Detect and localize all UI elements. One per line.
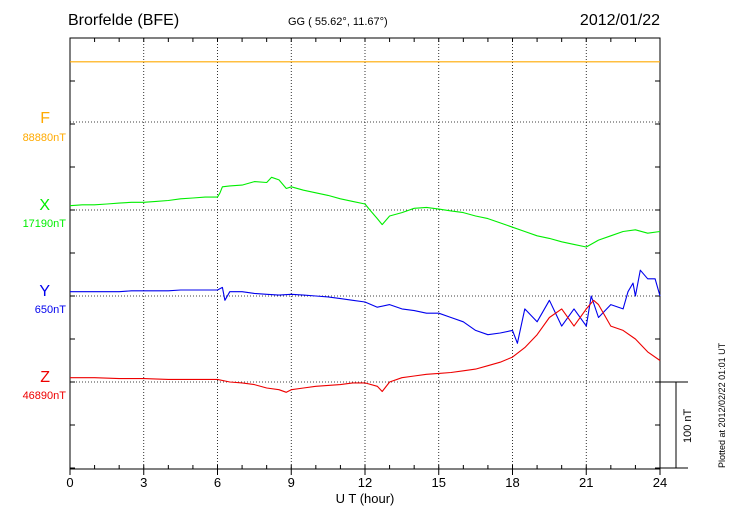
series-f-baseline: 88880nT	[22, 132, 66, 144]
x-tick-label: 21	[579, 475, 593, 490]
x-tick-label: 3	[140, 475, 147, 490]
x-tick-label: 0	[66, 475, 73, 490]
x-tick-label: 15	[432, 475, 446, 490]
x-tick-label: 24	[653, 475, 667, 490]
series-f-label: F	[40, 110, 50, 127]
series-y-baseline: 650nT	[34, 304, 66, 316]
x-tick-label: 18	[505, 475, 519, 490]
x-tick-label: 9	[288, 475, 295, 490]
x-tick-label: 6	[214, 475, 221, 490]
series-y-label: Y	[39, 283, 50, 300]
x-tick-label: 12	[358, 475, 372, 490]
station-coordinates: GG ( 55.62°, 11.67°)	[288, 16, 388, 28]
series-z-line	[70, 299, 661, 393]
series-z-baseline: 46890nT	[22, 390, 66, 402]
series-y-line	[70, 269, 661, 344]
station-title: Brorfelde (BFE)	[68, 12, 180, 29]
series-x-line	[69, 176, 661, 248]
series-z-label: Z	[40, 369, 50, 386]
chart-date: 2012/01/22	[579, 12, 660, 29]
x-axis-label: U T (hour)	[336, 491, 395, 506]
series-x-label: X	[39, 197, 50, 214]
series-x-baseline: 17190nT	[22, 218, 66, 230]
